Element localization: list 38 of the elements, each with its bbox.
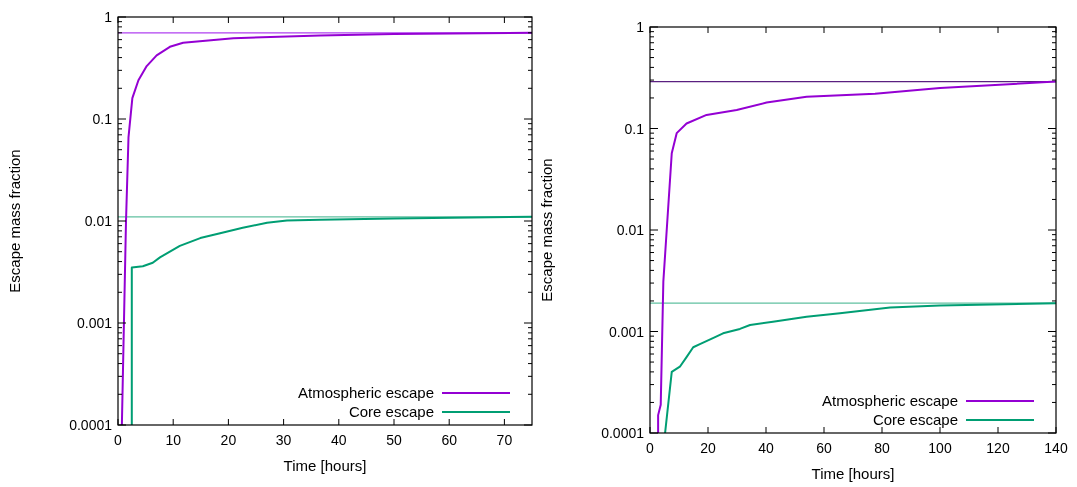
x-tick-label: 120 <box>986 440 1010 456</box>
x-tick-label: 50 <box>386 432 402 448</box>
x-tick-label: 0 <box>114 432 123 448</box>
y-tick-label: 0.1 <box>624 120 645 137</box>
x-tick-label: 40 <box>758 440 774 456</box>
y-tick-label: 0.01 <box>616 222 645 238</box>
y-tick-label: 0.1 <box>92 111 113 127</box>
x-tick-label: 20 <box>700 440 716 456</box>
y-tick-label: 0.0001 <box>69 417 113 433</box>
y-tick-label: 1 <box>636 19 645 35</box>
legend-label: Core escape <box>348 403 434 420</box>
line-series <box>120 31 532 425</box>
y-tick-label: 1 <box>104 9 113 25</box>
y-axis-title: Escape mass fraction <box>538 158 555 302</box>
legend-label: Atmospheric escape <box>298 384 434 401</box>
x-tick-label: 20 <box>220 432 237 448</box>
x-tick-label: 70 <box>496 432 513 448</box>
y-tick-label: 0.01 <box>84 213 113 229</box>
y-axis-title: Escape mass fraction <box>6 149 23 293</box>
legend-label: Core escape <box>872 411 958 428</box>
x-tick-label: 140 <box>1044 440 1068 456</box>
line-series <box>130 215 532 425</box>
legend-label: Atmospheric escape <box>822 392 958 409</box>
x-tick-label: 100 <box>928 440 952 456</box>
x-tick-label: 10 <box>165 432 182 448</box>
x-tick-label: 0 <box>646 440 655 456</box>
line-series <box>664 302 1056 433</box>
y-tick-label: 0.001 <box>76 315 113 331</box>
line-series <box>657 80 1056 433</box>
x-tick-label: 30 <box>275 432 292 448</box>
y-tick-label: 0.001 <box>608 323 645 340</box>
x-tick-label: 60 <box>441 432 458 448</box>
x-tick-label: 60 <box>816 440 832 456</box>
x-axis-title: Time [hours] <box>283 457 367 474</box>
y-tick-label: 0.0001 <box>601 425 645 441</box>
x-axis-title: Time [hours] <box>811 465 895 482</box>
x-tick-label: 40 <box>331 432 347 448</box>
x-tick-label: 80 <box>874 440 890 456</box>
